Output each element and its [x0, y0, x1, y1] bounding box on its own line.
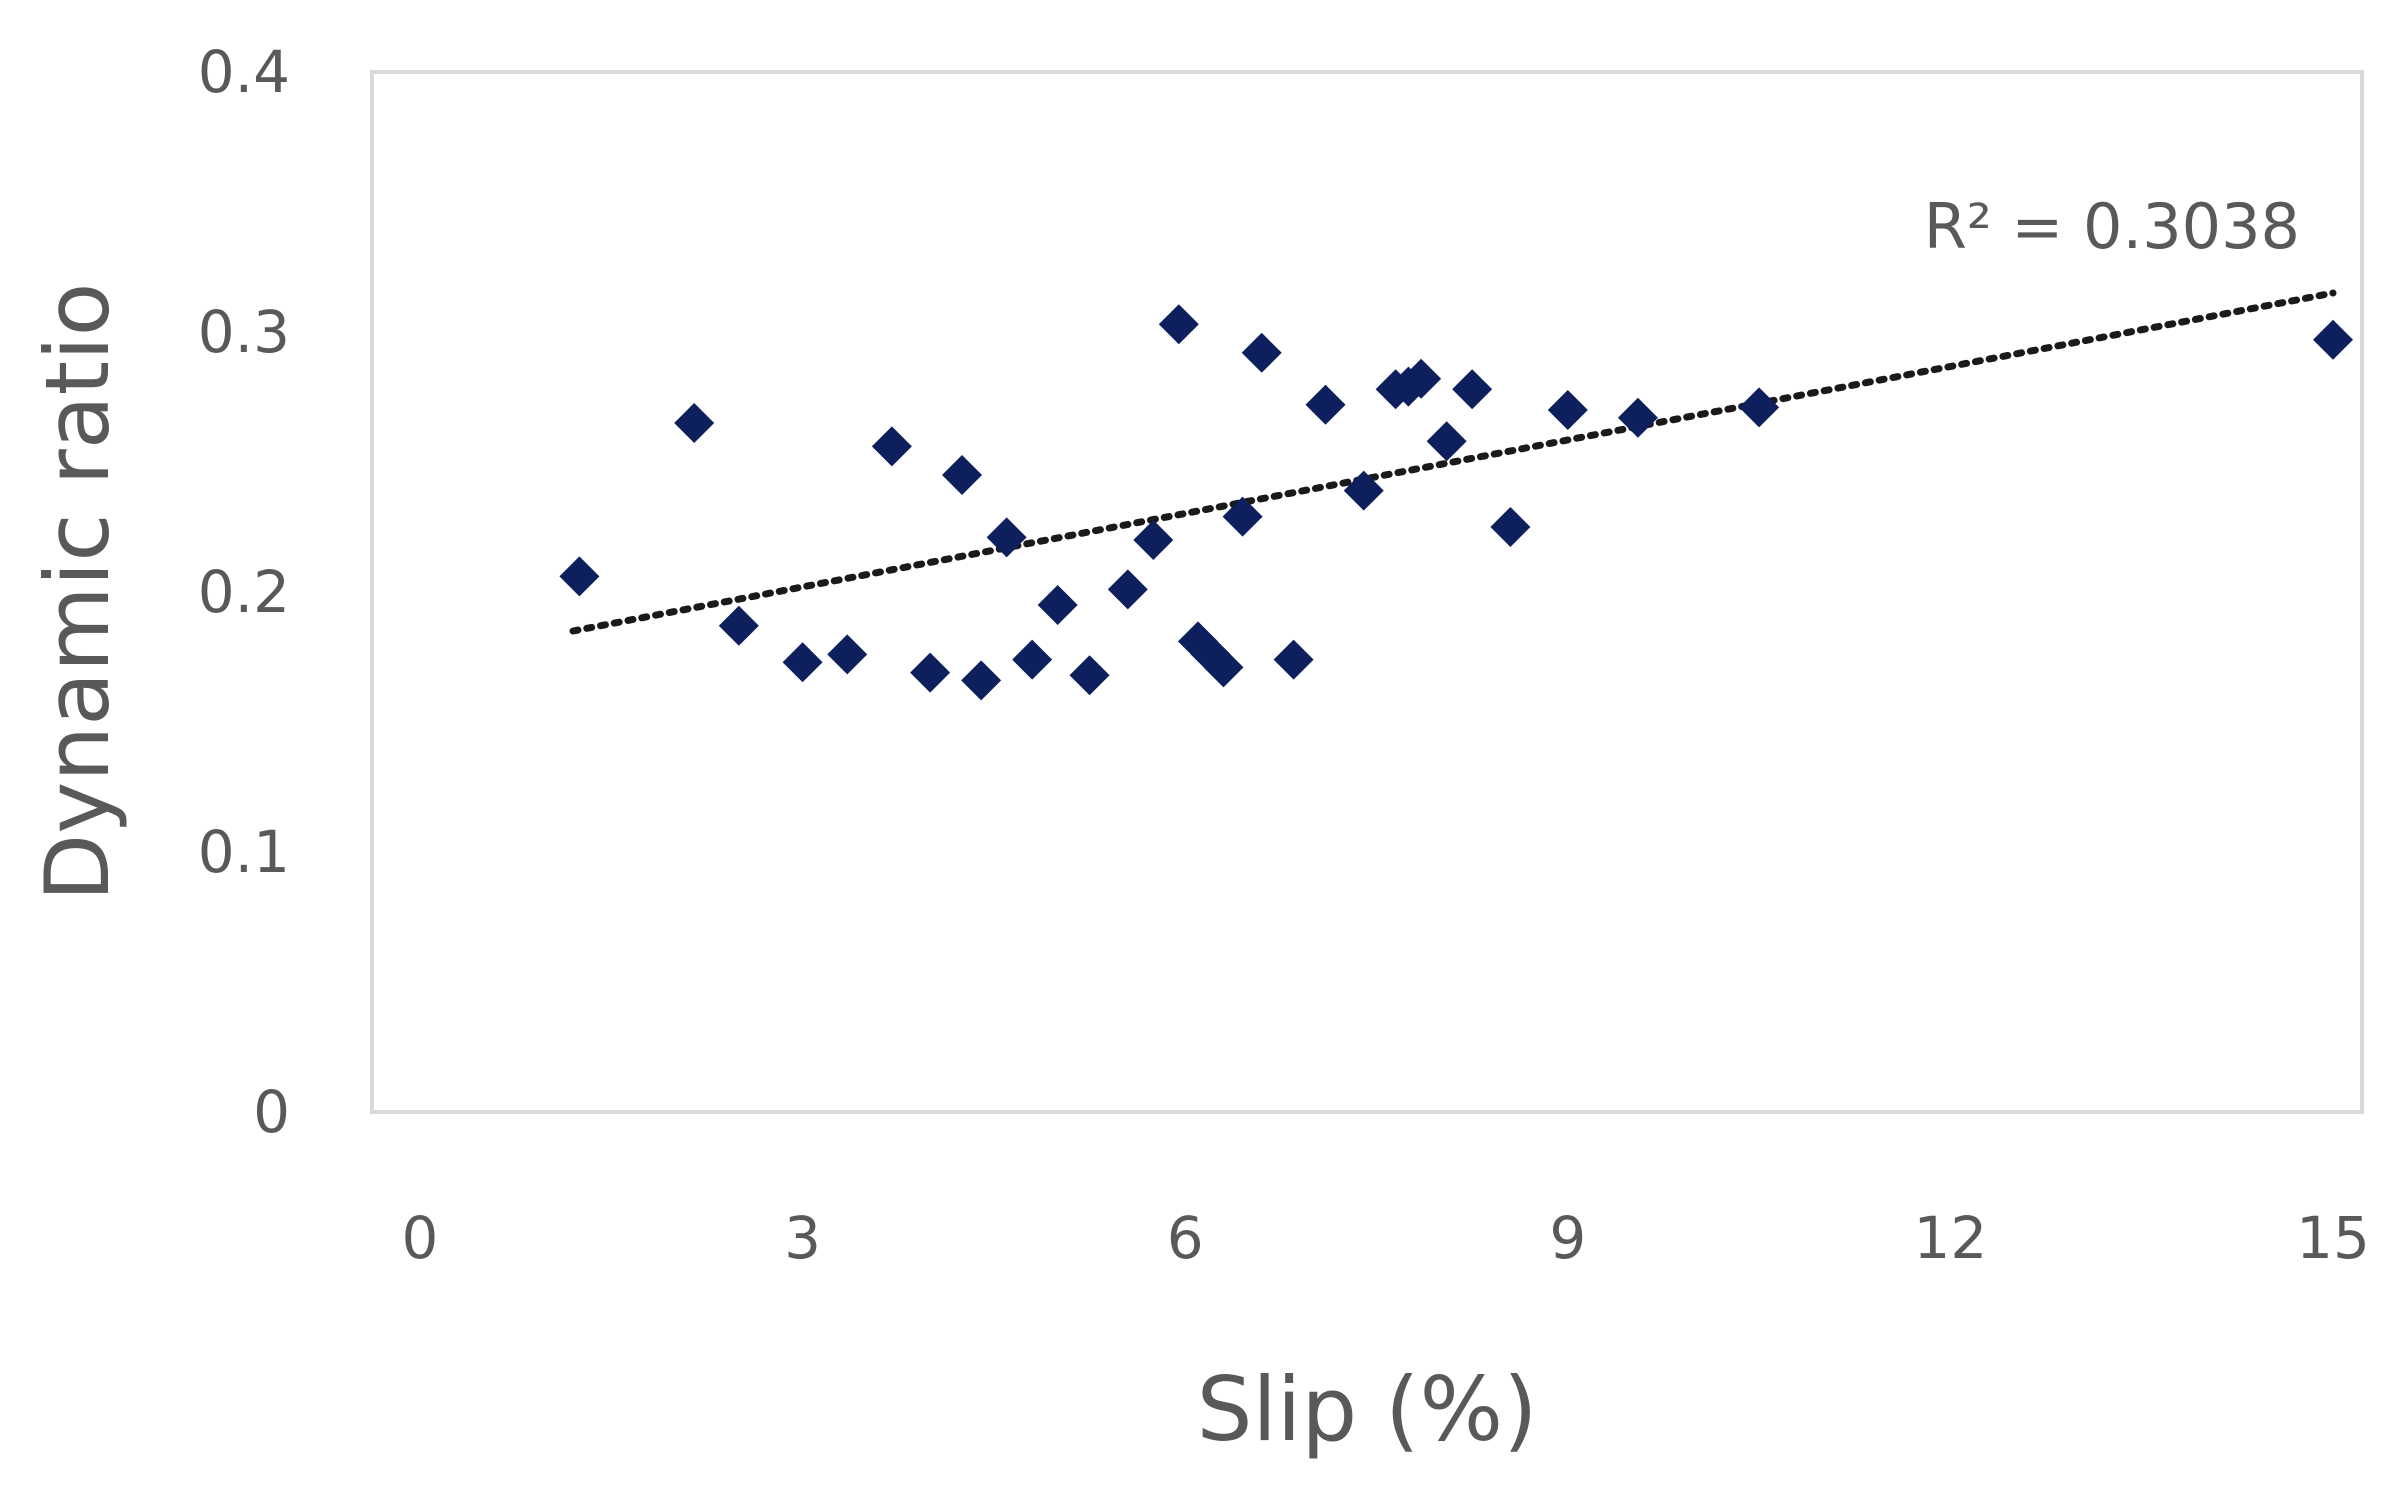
data-point — [1617, 397, 1658, 438]
x-tick-label: 0 — [402, 1204, 439, 1272]
data-point — [910, 652, 951, 693]
data-point — [1069, 655, 1110, 696]
data-point — [961, 660, 1002, 701]
data-point — [718, 605, 759, 646]
y-tick-labels: 0 0.1 0.2 0.3 0.4 — [198, 38, 290, 1146]
y-tick-label: 0 — [253, 1078, 290, 1146]
x-tick-label: 6 — [1167, 1204, 1204, 1272]
x-tick-label: 12 — [1913, 1204, 1987, 1272]
data-point — [1305, 384, 1346, 425]
data-point — [2313, 319, 2353, 360]
data-point — [1452, 369, 1493, 410]
r-squared-annotation: R² = 0.3038 — [1924, 190, 2300, 263]
data-point — [1158, 304, 1199, 345]
data-point — [1273, 639, 1314, 680]
data-point — [1107, 569, 1148, 610]
x-axis-title: Slip (%) — [1197, 1358, 1538, 1461]
data-point — [674, 403, 715, 443]
y-tick-label: 0.3 — [198, 298, 290, 366]
y-tick-label: 0.1 — [198, 818, 290, 886]
data-point — [1241, 332, 1282, 373]
data-point — [1222, 496, 1263, 537]
data-point — [782, 642, 823, 683]
y-tick-label: 0.4 — [198, 38, 290, 106]
plot-area — [370, 70, 2364, 1114]
data-point — [1739, 387, 1780, 428]
x-tick-label: 15 — [2296, 1204, 2370, 1272]
data-point — [1133, 520, 1174, 560]
data-point — [1401, 358, 1442, 399]
points-layer — [559, 304, 2353, 701]
trendline — [569, 289, 2337, 635]
data-point — [986, 517, 1027, 558]
data-point — [827, 634, 868, 675]
x-tick-label: 3 — [784, 1204, 821, 1272]
data-point — [1037, 585, 1078, 625]
y-tick-label: 0.2 — [198, 558, 290, 626]
data-point — [559, 556, 600, 597]
x-tick-label: 9 — [1549, 1204, 1586, 1272]
trendline-layer — [569, 289, 2337, 635]
data-point — [871, 426, 912, 467]
data-point — [1547, 390, 1588, 430]
y-axis-title: Dynamic ratio — [26, 283, 129, 902]
data-point — [1012, 639, 1053, 680]
x-tick-labels: 0 3 6 9 12 15 — [402, 1204, 2370, 1272]
data-point — [1490, 507, 1531, 547]
data-point — [1343, 470, 1384, 511]
data-point — [942, 455, 983, 495]
data-point — [1426, 421, 1467, 462]
data-point — [1203, 647, 1244, 688]
